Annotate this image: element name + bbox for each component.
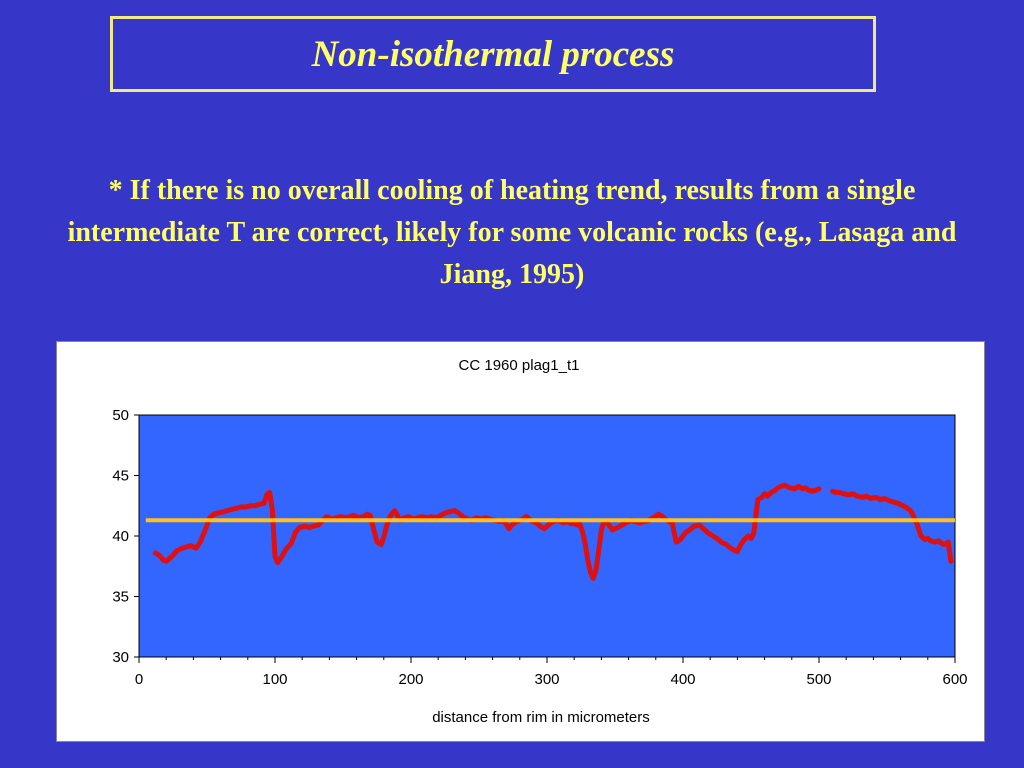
y-tick-label: 35 <box>112 589 129 606</box>
chart-panel: CC 1960 plag1_t1 30 35 40 45 50 0 100 200 300 400… <box>56 341 985 742</box>
y-tick-label: 40 <box>112 528 129 545</box>
slide-bullet-text: * If there is no overall cooling of heat… <box>67 175 957 290</box>
x-tick-label: 600 <box>942 671 967 688</box>
x-axis-label: distance from rim in micrometers <box>432 709 650 726</box>
plot-area <box>138 414 956 658</box>
x-tick-label: 500 <box>806 671 831 688</box>
x-tick-label: 0 <box>135 671 143 688</box>
x-tick-label: 100 <box>262 671 287 688</box>
slide-title: Non-isothermal process <box>311 33 675 75</box>
x-tick-label: 200 <box>398 671 423 688</box>
slide-title-box: Non-isothermal process <box>110 16 876 92</box>
x-tick-label: 400 <box>670 671 695 688</box>
y-tick-label: 45 <box>112 468 129 485</box>
chart-title: CC 1960 plag1_t1 <box>459 357 580 374</box>
y-tick-label: 30 <box>112 649 129 666</box>
y-tick-label: 50 <box>112 407 129 424</box>
data-series <box>145 482 955 581</box>
x-tick-label: 300 <box>534 671 559 688</box>
data-series-line-2 <box>830 488 954 564</box>
